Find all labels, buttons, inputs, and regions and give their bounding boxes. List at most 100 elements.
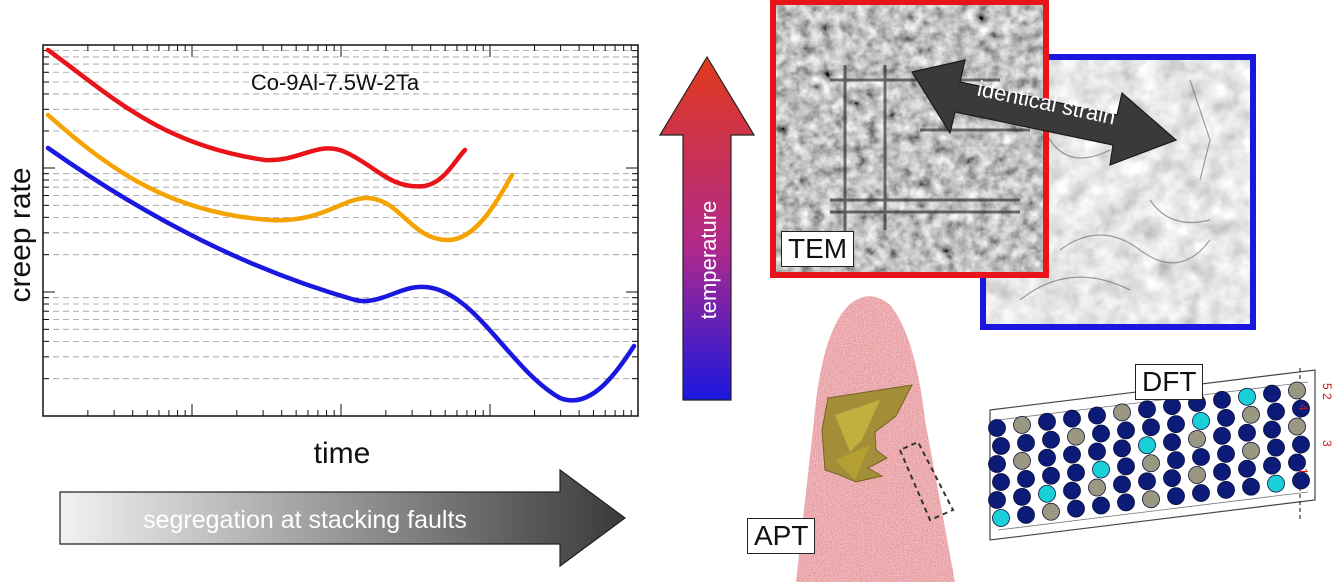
plane-labels: 5 2 4 3 1 xyxy=(1296,383,1333,475)
atom xyxy=(988,419,1006,437)
atom xyxy=(1292,399,1310,418)
atom xyxy=(1088,478,1106,497)
atom xyxy=(1242,477,1260,496)
grid-lines xyxy=(43,50,638,380)
atom xyxy=(1213,462,1231,481)
atom xyxy=(1138,472,1156,491)
atom xyxy=(1192,412,1210,430)
apt-label: APT xyxy=(747,518,816,554)
tem-label: TEM xyxy=(781,231,855,267)
atom xyxy=(1017,433,1035,452)
atom xyxy=(1217,444,1235,463)
apt-reconstruction xyxy=(796,296,955,582)
atom xyxy=(1163,397,1181,416)
x-axis-label: time xyxy=(314,437,371,470)
atom xyxy=(1113,475,1131,494)
atom xyxy=(1238,423,1256,442)
axis-ticks xyxy=(42,45,638,417)
atom xyxy=(1238,459,1256,478)
atom xyxy=(1017,469,1035,488)
atom xyxy=(1163,433,1181,452)
atom xyxy=(1142,454,1160,473)
atom xyxy=(1213,426,1231,445)
atom xyxy=(1117,493,1135,512)
atom xyxy=(1188,430,1206,448)
atom xyxy=(1192,484,1210,502)
atom xyxy=(988,455,1006,473)
atom xyxy=(1292,435,1310,454)
atom xyxy=(1263,384,1281,403)
atom xyxy=(992,509,1010,527)
atom xyxy=(1192,448,1210,466)
atom xyxy=(992,473,1010,491)
plane-label: 5 xyxy=(1320,383,1333,390)
atom-grid xyxy=(988,381,1310,527)
segregation-arrow: segregation at stacking faults xyxy=(59,468,627,568)
atom xyxy=(1242,441,1260,460)
atom xyxy=(1288,453,1306,472)
temperature-arrow: temperature xyxy=(658,55,756,401)
atom xyxy=(1017,505,1035,524)
plane-label: 3 xyxy=(1320,440,1333,447)
atom xyxy=(1063,409,1081,428)
atom xyxy=(1263,420,1281,439)
plane-label: 2 xyxy=(1320,393,1333,400)
plot-frame xyxy=(42,44,639,417)
creep-chart: Co-9Al-7.5W-2Ta creep rate time xyxy=(4,44,639,470)
atom xyxy=(1088,406,1106,425)
atom xyxy=(1063,481,1081,500)
atom xyxy=(1042,502,1060,521)
atom xyxy=(1188,466,1206,484)
atom xyxy=(1113,439,1131,458)
atom xyxy=(1138,400,1156,419)
atom xyxy=(1038,484,1056,503)
segregation-label: segregation at stacking faults xyxy=(143,506,467,534)
atom xyxy=(1267,474,1285,493)
chart-title: Co-9Al-7.5W-2Ta xyxy=(251,70,420,95)
atom xyxy=(1267,402,1285,421)
atom xyxy=(1092,460,1110,479)
atom xyxy=(1013,487,1031,506)
atom xyxy=(1142,490,1160,509)
atom xyxy=(1042,430,1060,449)
plane-label: 1 xyxy=(1296,468,1310,475)
creep-curve-blue xyxy=(45,145,637,403)
atom xyxy=(1288,381,1306,400)
atom xyxy=(1038,448,1056,467)
atom xyxy=(1167,415,1185,434)
atom xyxy=(1067,463,1085,482)
atom xyxy=(1213,390,1231,409)
dft-label: DFT xyxy=(1135,364,1204,400)
atom xyxy=(1138,436,1156,455)
atom xyxy=(1092,424,1110,443)
atom xyxy=(1288,417,1306,436)
atom xyxy=(1263,456,1281,475)
y-axis-label: creep rate xyxy=(4,167,37,302)
creep-curve-red xyxy=(45,47,468,189)
atom xyxy=(1013,451,1031,470)
atom xyxy=(1067,427,1085,446)
atom xyxy=(1092,496,1110,515)
temperature-label: temperature xyxy=(696,201,721,320)
atom xyxy=(1067,499,1085,518)
atom xyxy=(1063,445,1081,464)
atom xyxy=(1292,471,1310,490)
atom xyxy=(992,437,1010,455)
atom xyxy=(1167,451,1185,470)
atom xyxy=(1217,480,1235,499)
atom xyxy=(1117,457,1135,476)
atom xyxy=(1142,418,1160,437)
creep-curve-orange xyxy=(45,112,515,243)
atom xyxy=(1038,412,1056,431)
dft-cell: 5 2 4 3 1 xyxy=(988,368,1333,541)
atom xyxy=(1217,408,1235,427)
atom xyxy=(1242,405,1260,424)
atom xyxy=(1238,387,1256,406)
tem-image-red xyxy=(770,0,1049,278)
atom xyxy=(1163,469,1181,488)
atom xyxy=(1167,487,1185,506)
atom xyxy=(1117,421,1135,440)
atom xyxy=(1013,415,1031,434)
atom xyxy=(1113,403,1131,422)
